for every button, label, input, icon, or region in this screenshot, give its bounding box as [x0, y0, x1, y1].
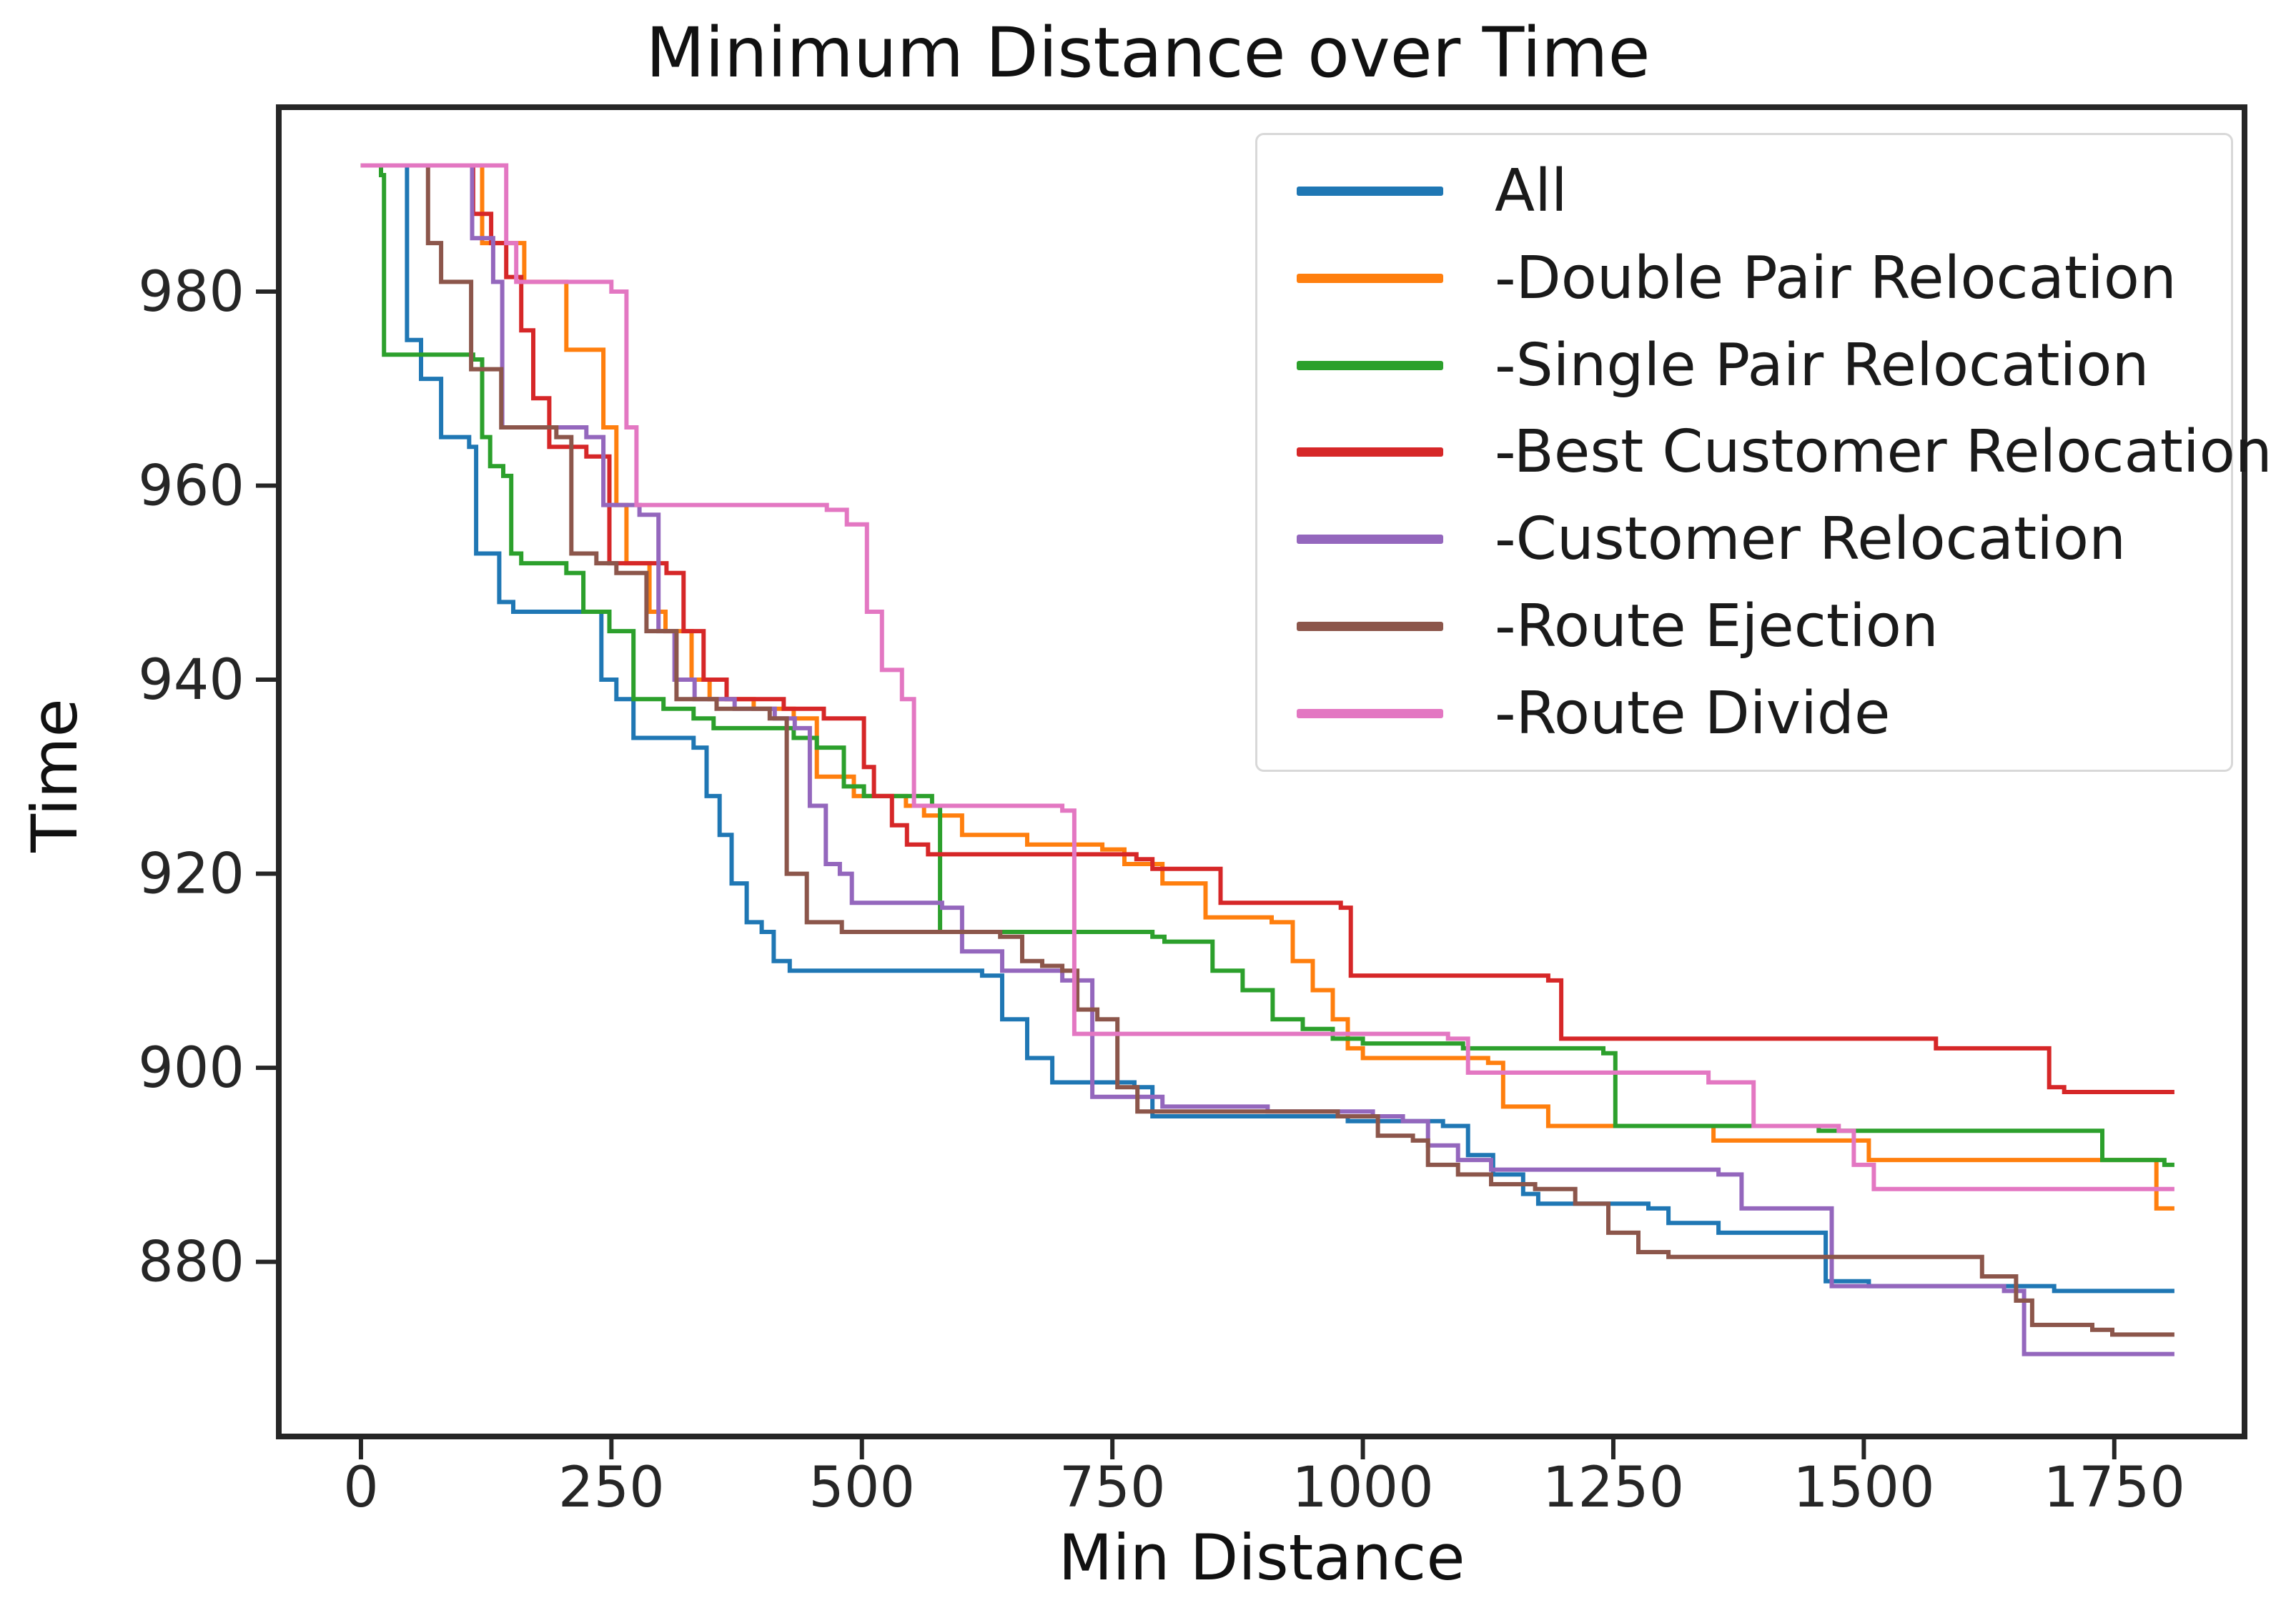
legend-item-route-ejection: -Route Ejection: [1297, 592, 2217, 660]
legend-item-customer-relocation: -Customer Relocation: [1297, 505, 2217, 573]
series-line-single-pair-relocation: [360, 163, 2174, 1167]
series-line-all: [360, 163, 2174, 1294]
y-tick-label: 960: [138, 454, 244, 518]
series-line-route-divide: [360, 163, 2174, 1191]
y-axis-label: Time: [18, 698, 91, 853]
y-tick-label: 900: [138, 1036, 244, 1101]
legend-line-swatch-all: [1297, 187, 1443, 197]
x-tick-label: 1000: [1292, 1456, 1434, 1520]
legend-line-swatch-best-customer-relocation: [1297, 447, 1443, 457]
legend-label-best-customer-relocation: -Best Customer Relocation: [1495, 418, 2272, 487]
plot-spines: [276, 104, 2247, 1439]
series-line-route-ejection: [360, 163, 2174, 1337]
legend-label-all: All: [1495, 157, 1568, 226]
chart-title: Minimum Distance over Time: [645, 13, 1651, 93]
legend-label-route-divide: -Route Divide: [1495, 679, 1891, 748]
x-tick-label: 0: [343, 1456, 379, 1520]
legend-line-swatch-double-pair-relocation: [1297, 274, 1443, 284]
legend: All -Double Pair Relocation -Single Pair R…: [1255, 133, 2272, 772]
legend-item-best-customer-relocation: -Best Customer Relocation: [1297, 418, 2272, 486]
legend-item-single-pair-relocation: -Single Pair Relocation: [1297, 332, 2217, 399]
x-tick-label: 1500: [1793, 1456, 1935, 1520]
y-tick-label: 940: [138, 648, 244, 713]
x-tick-label: 500: [808, 1456, 915, 1520]
legend-line-swatch-route-divide: [1297, 708, 1443, 718]
y-tick-label: 920: [138, 843, 244, 907]
legend-line-swatch-customer-relocation: [1297, 535, 1443, 545]
legend-line-swatch-single-pair-relocation: [1297, 360, 1443, 370]
x-tick-label: 1250: [1543, 1456, 1685, 1520]
legend-line-swatch-route-ejection: [1297, 621, 1443, 631]
legend-label-customer-relocation: -Customer Relocation: [1495, 505, 2127, 574]
x-axis-label: Min Distance: [1058, 1521, 1465, 1594]
y-tick-label: 980: [138, 260, 244, 324]
legend-label-route-ejection: -Route Ejection: [1495, 592, 1939, 660]
x-tick-label: 1750: [2044, 1456, 2186, 1520]
legend-item-double-pair-relocation: -Double Pair Relocation: [1297, 244, 2217, 312]
legend-label-double-pair-relocation: -Double Pair Relocation: [1495, 244, 2177, 313]
series-line-customer-relocation: [360, 163, 2174, 1356]
series-line-best-customer-relocation: [360, 163, 2174, 1094]
y-tick-label: 880: [138, 1231, 244, 1295]
legend-item-route-divide: -Route Divide: [1297, 680, 2217, 748]
legend-item-all: All: [1297, 157, 2217, 225]
x-tick-label: 750: [1059, 1456, 1166, 1520]
x-tick-label: 250: [558, 1456, 665, 1520]
legend-label-single-pair-relocation: -Single Pair Relocation: [1495, 331, 2149, 399]
